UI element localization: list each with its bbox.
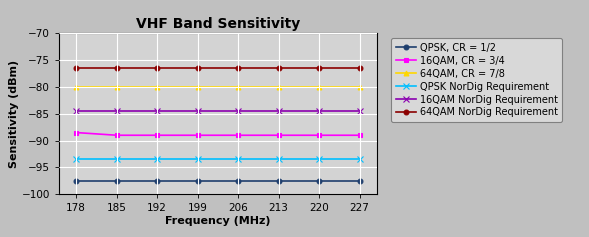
Line: 64QAM, CR = 7/8: 64QAM, CR = 7/8 — [74, 84, 362, 89]
16QAM NorDig Requirement — [113, 110, 120, 113]
QPSK, CR = 1/2 — [316, 179, 323, 182]
64QAM, CR = 7/8 — [154, 86, 161, 88]
QPSK NorDig Requirement — [275, 158, 282, 161]
64QAM, CR = 7/8 — [113, 86, 120, 88]
QPSK, CR = 1/2 — [113, 179, 120, 182]
Y-axis label: Sensitivity (dBm): Sensitivity (dBm) — [9, 60, 19, 168]
16QAM NorDig Requirement — [356, 110, 363, 113]
16QAM NorDig Requirement — [72, 110, 80, 113]
QPSK, CR = 1/2 — [72, 179, 80, 182]
64QAM, CR = 7/8 — [234, 86, 241, 88]
Line: 16QAM, CR = 3/4: 16QAM, CR = 3/4 — [74, 130, 362, 138]
64QAM NorDig Requirement — [275, 67, 282, 69]
64QAM NorDig Requirement — [316, 67, 323, 69]
QPSK, CR = 1/2 — [275, 179, 282, 182]
64QAM, CR = 7/8 — [316, 86, 323, 88]
X-axis label: Frequency (MHz): Frequency (MHz) — [165, 216, 271, 226]
QPSK NorDig Requirement — [356, 158, 363, 161]
QPSK, CR = 1/2 — [194, 179, 201, 182]
QPSK, CR = 1/2 — [356, 179, 363, 182]
QPSK, CR = 1/2 — [154, 179, 161, 182]
16QAM NorDig Requirement — [234, 110, 241, 113]
16QAM, CR = 3/4 — [154, 134, 161, 137]
QPSK NorDig Requirement — [72, 158, 80, 161]
Title: VHF Band Sensitivity: VHF Band Sensitivity — [136, 17, 300, 31]
QPSK NorDig Requirement — [316, 158, 323, 161]
16QAM, CR = 3/4 — [194, 134, 201, 137]
16QAM, CR = 3/4 — [113, 134, 120, 137]
64QAM NorDig Requirement — [72, 67, 80, 69]
64QAM NorDig Requirement — [234, 67, 241, 69]
16QAM NorDig Requirement — [275, 110, 282, 113]
QPSK NorDig Requirement — [113, 158, 120, 161]
16QAM NorDig Requirement — [194, 110, 201, 113]
64QAM NorDig Requirement — [356, 67, 363, 69]
16QAM NorDig Requirement — [316, 110, 323, 113]
16QAM NorDig Requirement — [154, 110, 161, 113]
QPSK NorDig Requirement — [194, 158, 201, 161]
16QAM, CR = 3/4 — [72, 131, 80, 134]
Line: QPSK, CR = 1/2: QPSK, CR = 1/2 — [74, 178, 362, 183]
64QAM, CR = 7/8 — [194, 86, 201, 88]
16QAM, CR = 3/4 — [275, 134, 282, 137]
64QAM NorDig Requirement — [154, 67, 161, 69]
64QAM, CR = 7/8 — [275, 86, 282, 88]
16QAM, CR = 3/4 — [234, 134, 241, 137]
Line: 64QAM NorDig Requirement: 64QAM NorDig Requirement — [74, 66, 362, 71]
Legend: QPSK, CR = 1/2, 16QAM, CR = 3/4, 64QAM, CR = 7/8, QPSK NorDig Requirement, 16QAM: QPSK, CR = 1/2, 16QAM, CR = 3/4, 64QAM, … — [391, 38, 562, 122]
64QAM NorDig Requirement — [194, 67, 201, 69]
QPSK NorDig Requirement — [154, 158, 161, 161]
Line: 16QAM NorDig Requirement: 16QAM NorDig Requirement — [73, 108, 363, 114]
16QAM, CR = 3/4 — [316, 134, 323, 137]
64QAM, CR = 7/8 — [356, 86, 363, 88]
QPSK NorDig Requirement — [234, 158, 241, 161]
64QAM NorDig Requirement — [113, 67, 120, 69]
QPSK, CR = 1/2 — [234, 179, 241, 182]
Line: QPSK NorDig Requirement: QPSK NorDig Requirement — [73, 156, 363, 163]
16QAM, CR = 3/4 — [356, 134, 363, 137]
64QAM, CR = 7/8 — [72, 86, 80, 88]
